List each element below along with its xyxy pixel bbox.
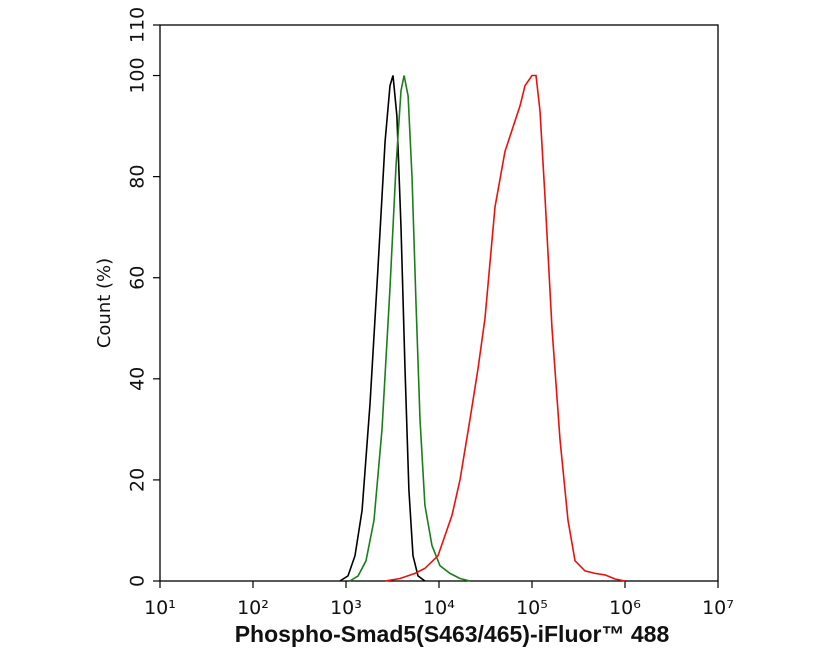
y-tick-label: 100	[127, 57, 149, 93]
x-tick-label: 10⁵	[516, 597, 548, 619]
y-tick-label: 0	[127, 575, 149, 587]
plot-frame	[159, 24, 719, 582]
y-tick-label: 80	[127, 165, 149, 189]
y-tick-label: 20	[127, 468, 149, 492]
histogram-curve	[349, 75, 471, 582]
x-tick-label: 10³	[330, 597, 362, 619]
histogram-curve	[384, 74, 626, 582]
y-axis-label: Count (%)	[94, 258, 115, 348]
histogram-curve	[339, 75, 426, 582]
y-tick-label: 40	[127, 367, 149, 391]
x-tick-label: 10⁷	[702, 597, 734, 619]
x-axis-label: Phospho-Smad5(S463/465)-iFluor™ 488	[235, 621, 670, 647]
y-tick-label: 60	[127, 266, 149, 290]
x-tick-label: 10¹	[144, 597, 176, 619]
x-tick-label: 10⁶	[609, 597, 641, 619]
y-tick-label: 110	[127, 7, 149, 43]
x-tick-label: 10²	[237, 597, 269, 619]
x-tick-label: 10⁴	[423, 597, 455, 619]
